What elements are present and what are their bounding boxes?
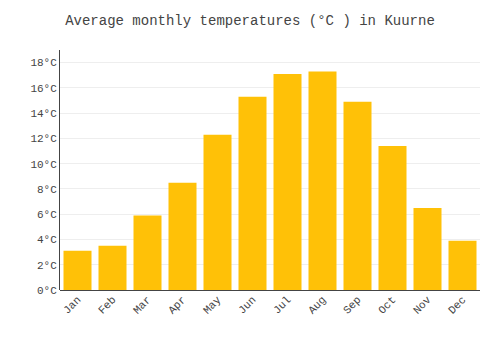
svg-text:Aug: Aug: [306, 294, 328, 316]
svg-text:12°C: 12°C: [30, 133, 57, 145]
svg-text:May: May: [201, 294, 224, 317]
svg-text:Mar: Mar: [131, 294, 153, 316]
svg-text:10°C: 10°C: [30, 159, 57, 171]
svg-text:6°C: 6°C: [37, 209, 57, 221]
svg-text:Jul: Jul: [271, 294, 293, 316]
svg-text:18°C: 18°C: [30, 57, 57, 69]
svg-text:16°C: 16°C: [30, 83, 57, 95]
svg-text:Oct: Oct: [376, 294, 398, 316]
svg-text:Dec: Dec: [446, 294, 468, 316]
svg-text:8°C: 8°C: [37, 184, 57, 196]
svg-text:Nov: Nov: [411, 294, 434, 317]
svg-text:2°C: 2°C: [37, 260, 57, 272]
svg-text:Average monthly temperatures (: Average monthly temperatures (°C ) in Ku…: [65, 13, 435, 29]
svg-text:0°C: 0°C: [37, 285, 57, 297]
svg-text:Jan: Jan: [61, 294, 83, 316]
svg-text:Feb: Feb: [96, 294, 118, 316]
svg-text:Sep: Sep: [341, 294, 363, 316]
svg-text:4°C: 4°C: [37, 234, 57, 246]
svg-text:Jun: Jun: [236, 294, 258, 316]
svg-text:14°C: 14°C: [30, 108, 57, 120]
svg-text:Apr: Apr: [166, 294, 188, 316]
